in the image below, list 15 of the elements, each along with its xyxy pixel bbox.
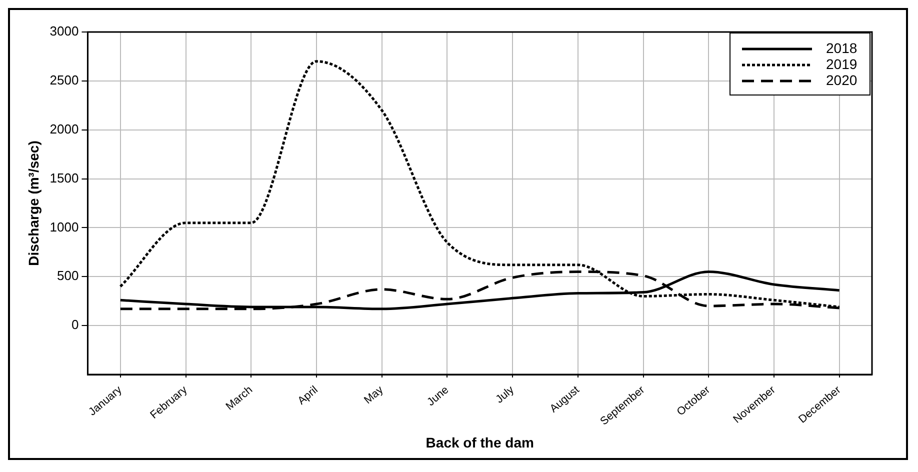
x-tick-label: May (362, 384, 386, 407)
y-tick-label: 2500 (50, 72, 79, 88)
x-axis-title: Back of the dam (426, 434, 534, 450)
legend-label: 2019 (826, 56, 858, 72)
y-tick-label: 2000 (50, 121, 79, 136)
y-tick-label: 500 (57, 268, 79, 284)
y-axis-title: Discharge (m³/sec) (25, 140, 42, 266)
y-tick-label: 1000 (50, 219, 79, 234)
y-tick-label: 0 (71, 317, 79, 332)
x-tick-label: June (425, 384, 452, 409)
legend-label: 2020 (826, 72, 858, 88)
legend-label: 2018 (826, 40, 858, 56)
y-tick-label: 1500 (50, 170, 79, 186)
y-tick-label: 3000 (50, 24, 79, 39)
x-tick-label: July (494, 384, 517, 406)
